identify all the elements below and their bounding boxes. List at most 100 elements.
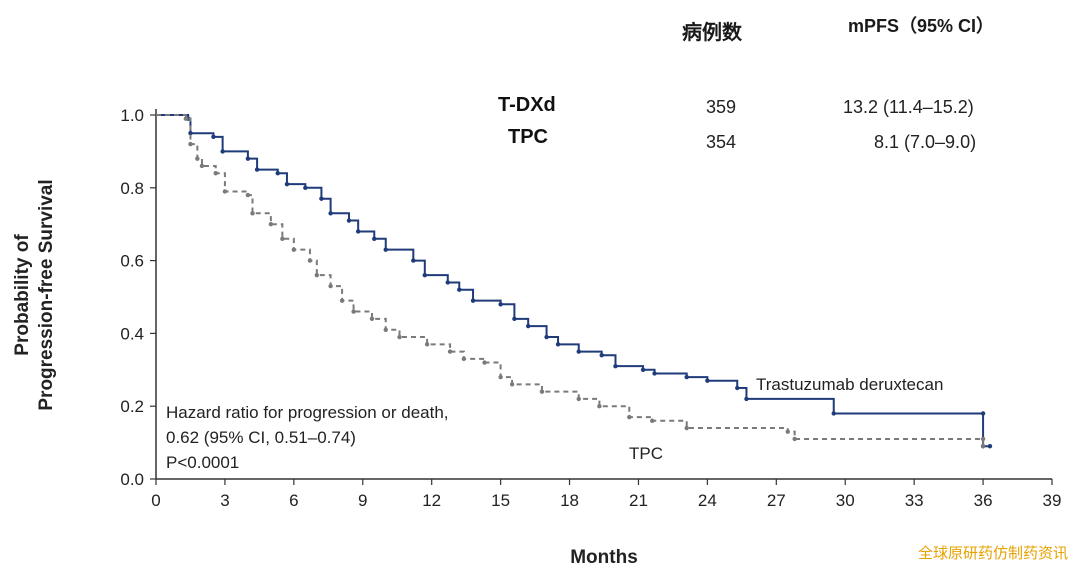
x-tick-label: 21 (629, 491, 648, 510)
tpc-censor-mark (213, 171, 218, 176)
tpc-censor-mark (650, 418, 655, 423)
tpc-censor-mark (268, 222, 274, 227)
tdxd-censor-mark (254, 167, 260, 172)
tdxd-censor-mark (188, 131, 193, 136)
x-tick-label: 18 (560, 491, 579, 510)
tdxd-censor-mark (328, 211, 333, 216)
tpc-curve (156, 114, 985, 447)
series-label-tpc: TPC (629, 444, 663, 463)
tdxd-censor-mark (705, 378, 710, 383)
survival-curves (156, 114, 993, 449)
tpc-censor-mark (250, 211, 255, 216)
header-mpfs: mPFS（95% CI） (848, 16, 995, 36)
tpc-censor-mark (539, 389, 545, 394)
tdxd-censor-mark (445, 280, 450, 285)
x-tick-label: 30 (836, 491, 855, 510)
tdxd-censor-mark (422, 272, 427, 278)
hazard-ratio-line1: Hazard ratio for progression or death, (166, 403, 449, 422)
x-tick-label: 27 (767, 491, 786, 510)
tdxd-censor-mark (512, 316, 517, 322)
watermark: 全球原研药仿制药资讯 (917, 544, 1068, 562)
y-tick-label: 0.4 (120, 324, 144, 343)
tpc-censor-mark (199, 163, 205, 169)
x-tick-label: 24 (698, 491, 717, 510)
y-tick-label: 0.8 (120, 179, 144, 198)
y-tick-label: 0.0 (120, 470, 144, 489)
series-label-tdxd: Trastuzumab deruxtecan (756, 375, 943, 394)
x-tick-label: 0 (151, 491, 160, 510)
tpc-censor-mark (498, 374, 503, 380)
y-axis-title: Probability of Progression-free Survival (12, 179, 57, 410)
tdxd-censor-mark (555, 342, 561, 347)
tpc-censor-mark (291, 247, 297, 252)
tpc-censor-mark (785, 429, 790, 434)
x-axis-title: Months (570, 547, 638, 568)
x-tick-label: 15 (491, 491, 510, 510)
tdxd-censor-mark (319, 196, 324, 201)
arm-mpfs-tpc: 8.1 (7.0–9.0) (874, 132, 977, 152)
tdxd-censor-mark (576, 349, 581, 354)
tdxd-censor-mark (599, 353, 604, 358)
tdxd-censor-mark (744, 396, 749, 402)
tdxd-censor-mark (245, 156, 251, 161)
y-tick-label: 1.0 (120, 106, 144, 125)
tdxd-censor-mark (220, 149, 225, 154)
hazard-ratio-block: Hazard ratio for progression or death, 0… (166, 400, 449, 475)
tdxd-censor-mark (613, 363, 618, 369)
tpc-censor-mark (447, 349, 453, 354)
tpc-censor-mark (461, 356, 467, 362)
tpc-censor-mark (792, 436, 797, 442)
x-tick-label: 12 (422, 491, 441, 510)
tdxd-censor-mark (303, 185, 308, 190)
y-axis-title-line1: Probability of (12, 234, 33, 356)
tdxd-censor-mark (470, 298, 476, 303)
x-tick-label: 33 (905, 491, 924, 510)
y-axis-ticks: 0.0 0.2 0.4 0.6 0.8 1.0 (120, 106, 156, 489)
x-axis-ticks: 0 3 6 9 12 15 18 21 24 27 30 33 36 39 (151, 479, 1061, 510)
tdxd-censor-mark (457, 287, 462, 292)
y-axis-title-line2: Progression-free Survival (36, 179, 57, 410)
tpc-censor-mark (183, 116, 189, 121)
tpc-censor-mark (339, 298, 345, 303)
hazard-ratio-line2: 0.62 (95% CI, 0.51–0.74) (166, 428, 356, 447)
tdxd-censor-mark (275, 171, 280, 176)
x-tick-label: 39 (1043, 491, 1062, 510)
x-tick-label: 3 (220, 491, 229, 510)
tdxd-censor-mark (652, 371, 657, 376)
tdxd-censor-mark (735, 385, 740, 391)
tpc-censor-mark (397, 334, 402, 340)
tpc-censor-mark (222, 189, 228, 194)
tdxd-censor-mark (372, 236, 377, 241)
arm-name-tpc: TPC (508, 126, 548, 148)
tpc-censor-mark (245, 192, 251, 198)
tpc-censor-mark (314, 272, 320, 278)
tdxd-censor-mark (544, 334, 549, 340)
tpc-censor-mark (627, 414, 632, 420)
tpc-censor-mark (980, 436, 986, 442)
tpc-censor-mark (195, 156, 200, 161)
tpc-censor-mark (383, 327, 388, 332)
tdxd-censor-mark (383, 247, 388, 252)
tpc-censor-mark (369, 316, 375, 322)
arm-mpfs-tdxd: 13.2 (11.4–15.2) (843, 97, 974, 117)
tpc-censor-mark (424, 342, 430, 347)
tpc-censor-mark (188, 141, 193, 147)
hazard-ratio-line3: P<0.0001 (166, 453, 240, 472)
arm-name-tdxd: T-DXd (498, 94, 556, 116)
tdxd-censor-mark (525, 323, 531, 329)
tpc-censor-mark (597, 404, 602, 409)
tdxd-censor-mark (640, 367, 646, 372)
tdxd-censor-mark (498, 302, 503, 307)
tpc-censor-mark (280, 236, 285, 241)
tdxd-censor-mark (284, 181, 290, 187)
tpc-censor-mark (328, 283, 333, 289)
tpc-censor-mark (351, 309, 356, 314)
tpc-censor-mark (509, 382, 515, 387)
x-tick-label: 6 (289, 491, 298, 510)
tpc-censor-mark (307, 258, 313, 263)
tdxd-censor-mark (987, 444, 993, 449)
tpc-censor-mark (482, 360, 487, 365)
x-tick-label: 9 (358, 491, 367, 510)
x-tick-label: 36 (974, 491, 993, 510)
